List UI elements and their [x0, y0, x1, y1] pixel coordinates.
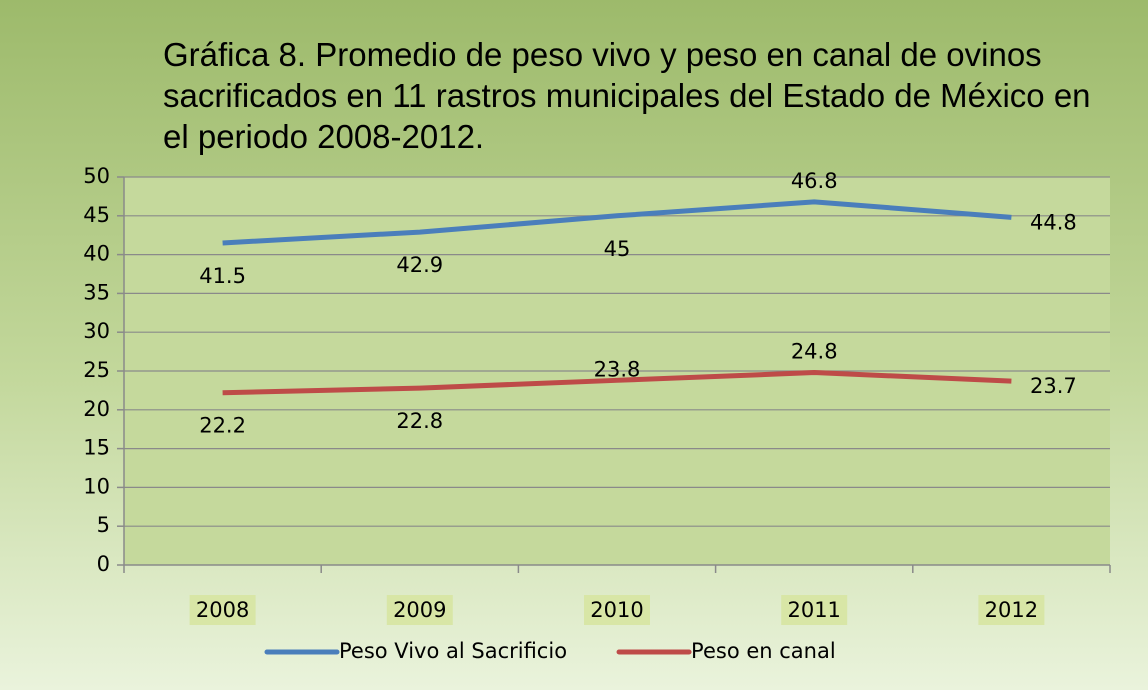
series-line	[222, 199, 1012, 246]
y-tick-label: 35	[83, 280, 110, 304]
y-tick-label: 5	[97, 513, 110, 537]
x-tick-label: 2012	[985, 598, 1038, 622]
data-label: 22.2	[199, 414, 246, 438]
y-tick-label: 15	[83, 436, 110, 460]
y-tick-label: 10	[83, 474, 110, 498]
data-label: 46.8	[791, 169, 838, 193]
x-label-highlight	[386, 595, 453, 625]
data-label: 41.5	[199, 264, 246, 288]
chart-title: Gráfica 8. Promedio de peso vivo y peso …	[163, 36, 1091, 155]
y-tick-label: 20	[83, 397, 110, 421]
x-label-highlight	[781, 595, 848, 625]
y-tick-label: 0	[97, 552, 110, 576]
data-label: 45	[604, 237, 631, 261]
data-label: 44.8	[1030, 210, 1077, 234]
x-tick-label: 2010	[590, 598, 643, 622]
x-label-highlight	[584, 595, 650, 625]
data-label: 22.8	[396, 409, 443, 433]
series-line	[222, 370, 1012, 396]
data-label: 42.9	[396, 253, 443, 277]
y-tick-label: 50	[83, 164, 110, 188]
x-tick-label: 2008	[196, 598, 249, 622]
x-label-highlight	[978, 595, 1045, 625]
x-tick-label: 2011	[787, 598, 840, 622]
x-label-highlight	[189, 595, 256, 625]
legend-label: Peso en canal	[691, 639, 836, 663]
y-tick-label: 30	[83, 319, 110, 343]
y-tick-label: 45	[83, 203, 110, 227]
legend-label: Peso Vivo al Sacrificio	[339, 639, 567, 663]
y-tick-label: 25	[83, 358, 110, 382]
x-tick-label: 2009	[393, 598, 446, 622]
data-label: 24.8	[791, 340, 838, 364]
data-label: 23.8	[594, 357, 641, 381]
y-tick-label: 40	[83, 242, 110, 266]
data-label: 23.7	[1030, 374, 1077, 398]
